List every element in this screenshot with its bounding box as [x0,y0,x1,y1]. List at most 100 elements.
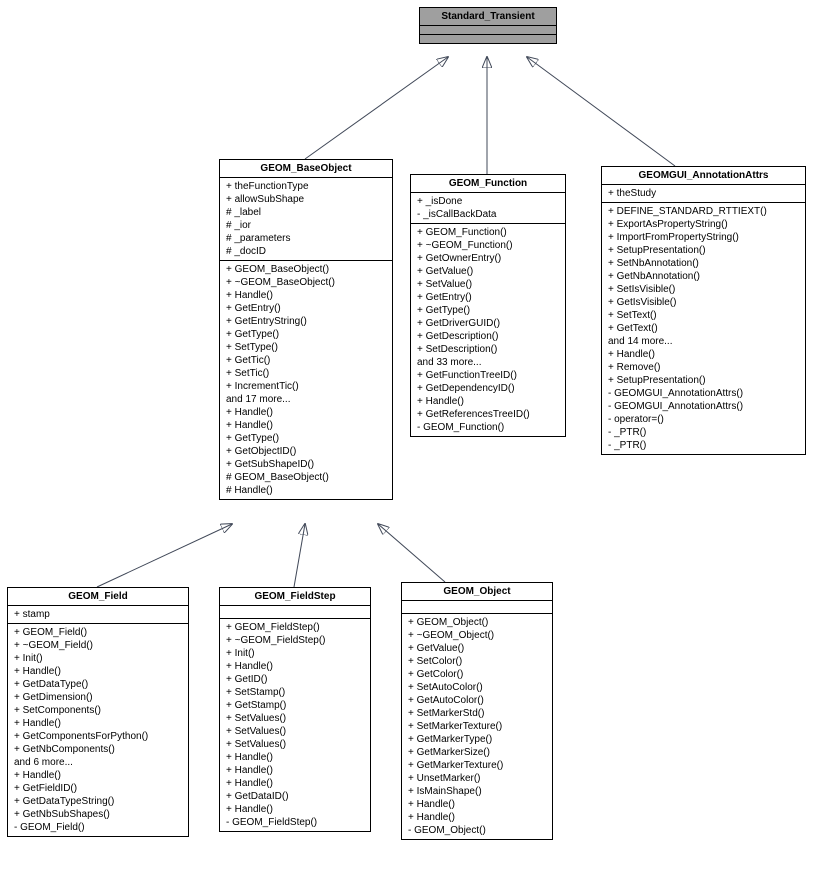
class-method: - GEOM_Field() [12,821,184,834]
class-method: + GetValue() [415,265,561,278]
class-method: + GetEntryString() [224,315,388,328]
class-attr: - _isCallBackData [415,208,561,221]
class-method: + GetDataType() [12,678,184,691]
class-method: and 6 more... [12,756,184,769]
class-method: # Handle() [224,484,388,497]
class-method: + Handle() [224,406,388,419]
class-method: + SetType() [224,341,388,354]
class-method: + GetDriverGUID() [415,317,561,330]
class-method: + ~GEOM_Function() [415,239,561,252]
class-title: GEOM_Field [8,588,188,606]
class-method: + GetDescription() [415,330,561,343]
class-attr: # _label [224,206,388,219]
class-method: + Handle() [606,348,801,361]
class-geom-field: GEOM_Field + stamp + GEOM_Field()+ ~GEOM… [7,587,189,837]
class-method: + SetValues() [224,725,366,738]
class-method: and 33 more... [415,356,561,369]
class-method: + ImportFromPropertyString() [606,231,801,244]
class-method: + Handle() [224,419,388,432]
class-attr: + theFunctionType [224,180,388,193]
class-method: + Handle() [406,811,548,824]
class-method: + Handle() [415,395,561,408]
class-method: + SetColor() [406,655,548,668]
class-method: + SetValues() [224,738,366,751]
class-geomgui-annotationattrs: GEOMGUI_AnnotationAttrs + theStudy + DEF… [601,166,806,455]
class-method: + SetValue() [415,278,561,291]
attrs-section: + theFunctionType+ allowSubShape# _label… [220,178,392,261]
class-method: + GetDataTypeString() [12,795,184,808]
methods-section [420,35,556,43]
class-method: # GEOM_BaseObject() [224,471,388,484]
class-method: + Init() [224,647,366,660]
class-method: + SetComponents() [12,704,184,717]
class-method: - GEOM_Function() [415,421,561,434]
class-standard-transient: Standard_Transient [419,7,557,44]
class-method: + Handle() [12,665,184,678]
class-title: GEOM_BaseObject [220,160,392,178]
class-method: + SetNbAnnotation() [606,257,801,270]
class-method: + SetStamp() [224,686,366,699]
class-method: and 17 more... [224,393,388,406]
class-method: + SetupPresentation() [606,244,801,257]
class-geom-function: GEOM_Function + _isDone- _isCallBackData… [410,174,566,437]
class-attr: # _ior [224,219,388,232]
class-method: + GetDimension() [12,691,184,704]
class-method: + GEOM_FieldStep() [224,621,366,634]
class-method: + GetFieldID() [12,782,184,795]
class-title: GEOM_Object [402,583,552,601]
class-method: + GEOM_Object() [406,616,548,629]
class-method: + SetValues() [224,712,366,725]
class-method: + IncrementTic() [224,380,388,393]
class-geom-fieldstep: GEOM_FieldStep + GEOM_FieldStep()+ ~GEOM… [219,587,371,832]
class-method: + SetTic() [224,367,388,380]
class-method: - GEOM_FieldStep() [224,816,366,829]
class-method: + GetColor() [406,668,548,681]
class-method: + Handle() [12,717,184,730]
class-method: + GetNbSubShapes() [12,808,184,821]
class-method: + ExportAsPropertyString() [606,218,801,231]
class-method: + GetSubShapeID() [224,458,388,471]
class-attr: + _isDone [415,195,561,208]
class-method: + GetMarkerTexture() [406,759,548,772]
class-method: + GetIsVisible() [606,296,801,309]
class-method: + GetDataID() [224,790,366,803]
attrs-section: + stamp [8,606,188,624]
class-method: + GetType() [415,304,561,317]
methods-section: + GEOM_Field()+ ~GEOM_Field()+ Init()+ H… [8,624,188,836]
methods-section: + GEOM_BaseObject()+ ~GEOM_BaseObject()+… [220,261,392,499]
class-title: Standard_Transient [420,8,556,26]
attrs-section [220,606,370,619]
class-method: + GetType() [224,328,388,341]
class-method: + Remove() [606,361,801,374]
class-method: + GetComponentsForPython() [12,730,184,743]
class-method: + GetNbComponents() [12,743,184,756]
class-method: + GetObjectID() [224,445,388,458]
class-method: + Handle() [224,751,366,764]
class-method: + Handle() [12,769,184,782]
class-method: + SetMarkerStd() [406,707,548,720]
class-method: + GetFunctionTreeID() [415,369,561,382]
class-method: + GetText() [606,322,801,335]
class-method: + GetAutoColor() [406,694,548,707]
class-method: + ~GEOM_FieldStep() [224,634,366,647]
class-method: + GetOwnerEntry() [415,252,561,265]
class-method: + SetDescription() [415,343,561,356]
class-method: + SetIsVisible() [606,283,801,296]
class-method: + Handle() [224,777,366,790]
attrs-section: + _isDone- _isCallBackData [411,193,565,224]
class-attr: + allowSubShape [224,193,388,206]
class-method: + Handle() [224,660,366,673]
class-method: + Handle() [406,798,548,811]
class-method: + GetTic() [224,354,388,367]
class-method: + UnsetMarker() [406,772,548,785]
methods-section: + GEOM_Function()+ ~GEOM_Function()+ Get… [411,224,565,436]
class-attr: # _docID [224,245,388,258]
class-method: + SetupPresentation() [606,374,801,387]
methods-section: + GEOM_FieldStep()+ ~GEOM_FieldStep()+ I… [220,619,370,831]
class-method: + GetID() [224,673,366,686]
class-method: + GEOM_Function() [415,226,561,239]
class-method: + GEOM_BaseObject() [224,263,388,276]
class-method: + SetAutoColor() [406,681,548,694]
class-method: + DEFINE_STANDARD_RTTIEXT() [606,205,801,218]
class-method: + IsMainShape() [406,785,548,798]
